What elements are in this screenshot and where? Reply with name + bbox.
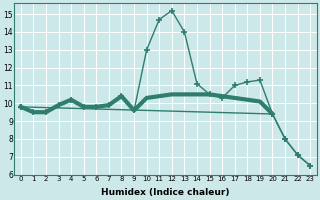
X-axis label: Humidex (Indice chaleur): Humidex (Indice chaleur) [101, 188, 230, 197]
